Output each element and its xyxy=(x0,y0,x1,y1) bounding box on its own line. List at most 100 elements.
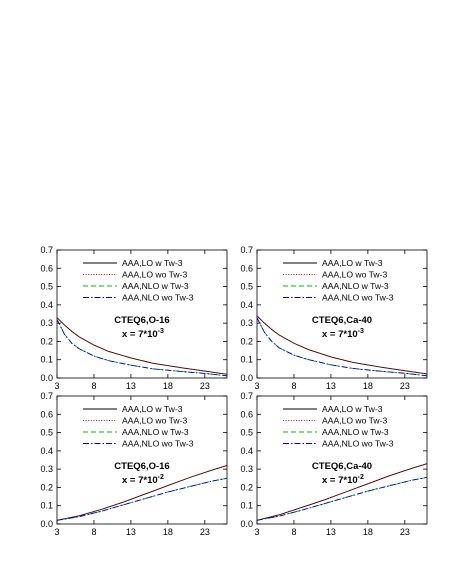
annotation-x: x = 7*10-2 xyxy=(122,474,164,486)
y-tick-label: 0.4 xyxy=(40,446,53,456)
x-tick-label: 3 xyxy=(54,527,59,537)
x-tick-label: 13 xyxy=(326,381,336,391)
y-tick-label: 0.1 xyxy=(240,355,253,365)
legend-label: AAA,NLO wo Tw-3 xyxy=(122,293,194,303)
annotation-exponent: -3 xyxy=(158,328,164,335)
y-tick-label: 0.2 xyxy=(240,336,253,346)
plot-frame xyxy=(256,395,428,525)
y-tick-label: 0.6 xyxy=(40,263,53,273)
y-tick-label: 0.5 xyxy=(240,428,253,438)
series-line-1 xyxy=(56,465,228,521)
legend-label: AAA,NLO w Tw-3 xyxy=(122,281,189,291)
plot-frame xyxy=(256,249,428,379)
annotation-x: x = 7*10-2 xyxy=(322,474,364,486)
annotation-name: CTEQ6,O-16 xyxy=(114,315,169,326)
series-line-4 xyxy=(256,317,428,377)
x-tick-label: 23 xyxy=(200,527,210,537)
legend-label: AAA,LO wo Tw-3 xyxy=(322,416,387,426)
series-line-2 xyxy=(56,317,228,375)
y-tick-label: 0.3 xyxy=(40,464,53,474)
annotation-name: CTEQ6,Ca-40 xyxy=(312,461,372,472)
x-tick-label: 23 xyxy=(400,381,410,391)
x-tick-label: 3 xyxy=(54,381,59,391)
x-tick-label: 13 xyxy=(326,527,336,537)
y-tick-label: 0.2 xyxy=(240,482,253,492)
x-tick-label: 3 xyxy=(254,527,259,537)
y-tick-label: 0.7 xyxy=(40,245,53,255)
y-tick-label: 0.0 xyxy=(240,519,253,529)
x-tick-label: 18 xyxy=(363,527,373,537)
legend-label: AAA,NLO w Tw-3 xyxy=(122,427,189,437)
legend-label: AAA,LO w Tw-3 xyxy=(322,404,383,414)
y-tick-label: 0.7 xyxy=(240,245,253,255)
chart-panel-1: 0.0 0.1 0.2 0.3 0.4 0.5 0.6 0.7 3 8 13 18 23 AAA,LO w… xyxy=(40,245,228,391)
x-tick-label: 18 xyxy=(363,381,373,391)
series-line-3 xyxy=(56,319,228,377)
series-line-2 xyxy=(256,315,428,375)
x-tick-label: 8 xyxy=(291,527,296,537)
series-line-4 xyxy=(56,319,228,377)
y-tick-label: 0.5 xyxy=(40,282,53,292)
y-tick-label: 0.4 xyxy=(240,300,253,310)
plot-frame xyxy=(56,249,228,379)
x-tick-label: 23 xyxy=(200,381,210,391)
legend-label: AAA,LO w Tw-3 xyxy=(322,258,383,268)
x-tick-label: 8 xyxy=(291,381,296,391)
x-tick-label: 8 xyxy=(91,527,96,537)
legend-label: AAA,NLO w Tw-3 xyxy=(322,281,389,291)
series-line-1 xyxy=(256,463,428,521)
legend-label: AAA,LO w Tw-3 xyxy=(122,258,183,268)
y-tick-label: 0.0 xyxy=(40,373,53,383)
y-tick-label: 0.1 xyxy=(40,355,53,365)
legend-label: AAA,NLO wo Tw-3 xyxy=(322,439,394,449)
y-tick-label: 0.3 xyxy=(240,464,253,474)
chart-panel-2: 0.0 0.1 0.2 0.3 0.4 0.5 0.6 0.7 3 8 13 18 23 AAA,LO w… xyxy=(240,245,428,391)
legend-label: AAA,NLO w Tw-3 xyxy=(322,427,389,437)
y-tick-label: 0.2 xyxy=(40,482,53,492)
legend-label: AAA,LO w Tw-3 xyxy=(122,404,183,414)
y-tick-label: 0.3 xyxy=(40,318,53,328)
series-line-4 xyxy=(256,476,428,521)
y-tick-label: 0.6 xyxy=(240,409,253,419)
y-tick-label: 0.7 xyxy=(240,391,253,401)
y-tick-label: 0.6 xyxy=(240,263,253,273)
y-tick-label: 0.5 xyxy=(240,282,253,292)
y-tick-label: 0.4 xyxy=(40,300,53,310)
annotation-name: CTEQ6,Ca-40 xyxy=(312,315,372,326)
x-tick-label: 23 xyxy=(400,527,410,537)
annotation-exponent: -3 xyxy=(358,328,364,335)
chart-panel-4: 0.0 0.1 0.2 0.3 0.4 0.5 0.6 0.7 3 8 13 18 23 AAA,LO w… xyxy=(240,391,428,537)
legend-label: AAA,LO wo Tw-3 xyxy=(322,270,387,280)
legend-label: AAA,LO wo Tw-3 xyxy=(122,416,187,426)
y-tick-label: 0.5 xyxy=(40,428,53,438)
y-tick-label: 0.0 xyxy=(240,373,253,383)
y-tick-label: 0.4 xyxy=(240,446,253,456)
x-tick-label: 18 xyxy=(163,381,173,391)
y-tick-label: 0.1 xyxy=(240,501,253,511)
x-tick-label: 8 xyxy=(91,381,96,391)
y-tick-label: 0.7 xyxy=(40,391,53,401)
y-tick-label: 0.6 xyxy=(40,409,53,419)
y-tick-label: 0.2 xyxy=(40,336,53,346)
y-tick-label: 0.1 xyxy=(40,501,53,511)
y-tick-label: 0.0 xyxy=(40,519,53,529)
series-line-2 xyxy=(256,463,428,521)
y-tick-label: 0.3 xyxy=(240,318,253,328)
x-tick-label: 13 xyxy=(126,527,136,537)
x-tick-label: 3 xyxy=(254,381,259,391)
x-tick-label: 13 xyxy=(126,381,136,391)
legend-label: AAA,NLO wo Tw-3 xyxy=(322,293,394,303)
annotation-exponent: -2 xyxy=(358,474,364,481)
legend-label: AAA,LO wo Tw-3 xyxy=(122,270,187,280)
chart-panel-3: 0.0 0.1 0.2 0.3 0.4 0.5 0.6 0.7 3 8 13 18 23 AAA,LO w… xyxy=(40,391,228,537)
annotation-x: x = 7*10-3 xyxy=(122,328,164,340)
legend-label: AAA,NLO wo Tw-3 xyxy=(122,439,194,449)
annotation-exponent: -2 xyxy=(158,474,164,481)
series-line-1 xyxy=(56,317,228,375)
series-line-4 xyxy=(56,477,228,521)
